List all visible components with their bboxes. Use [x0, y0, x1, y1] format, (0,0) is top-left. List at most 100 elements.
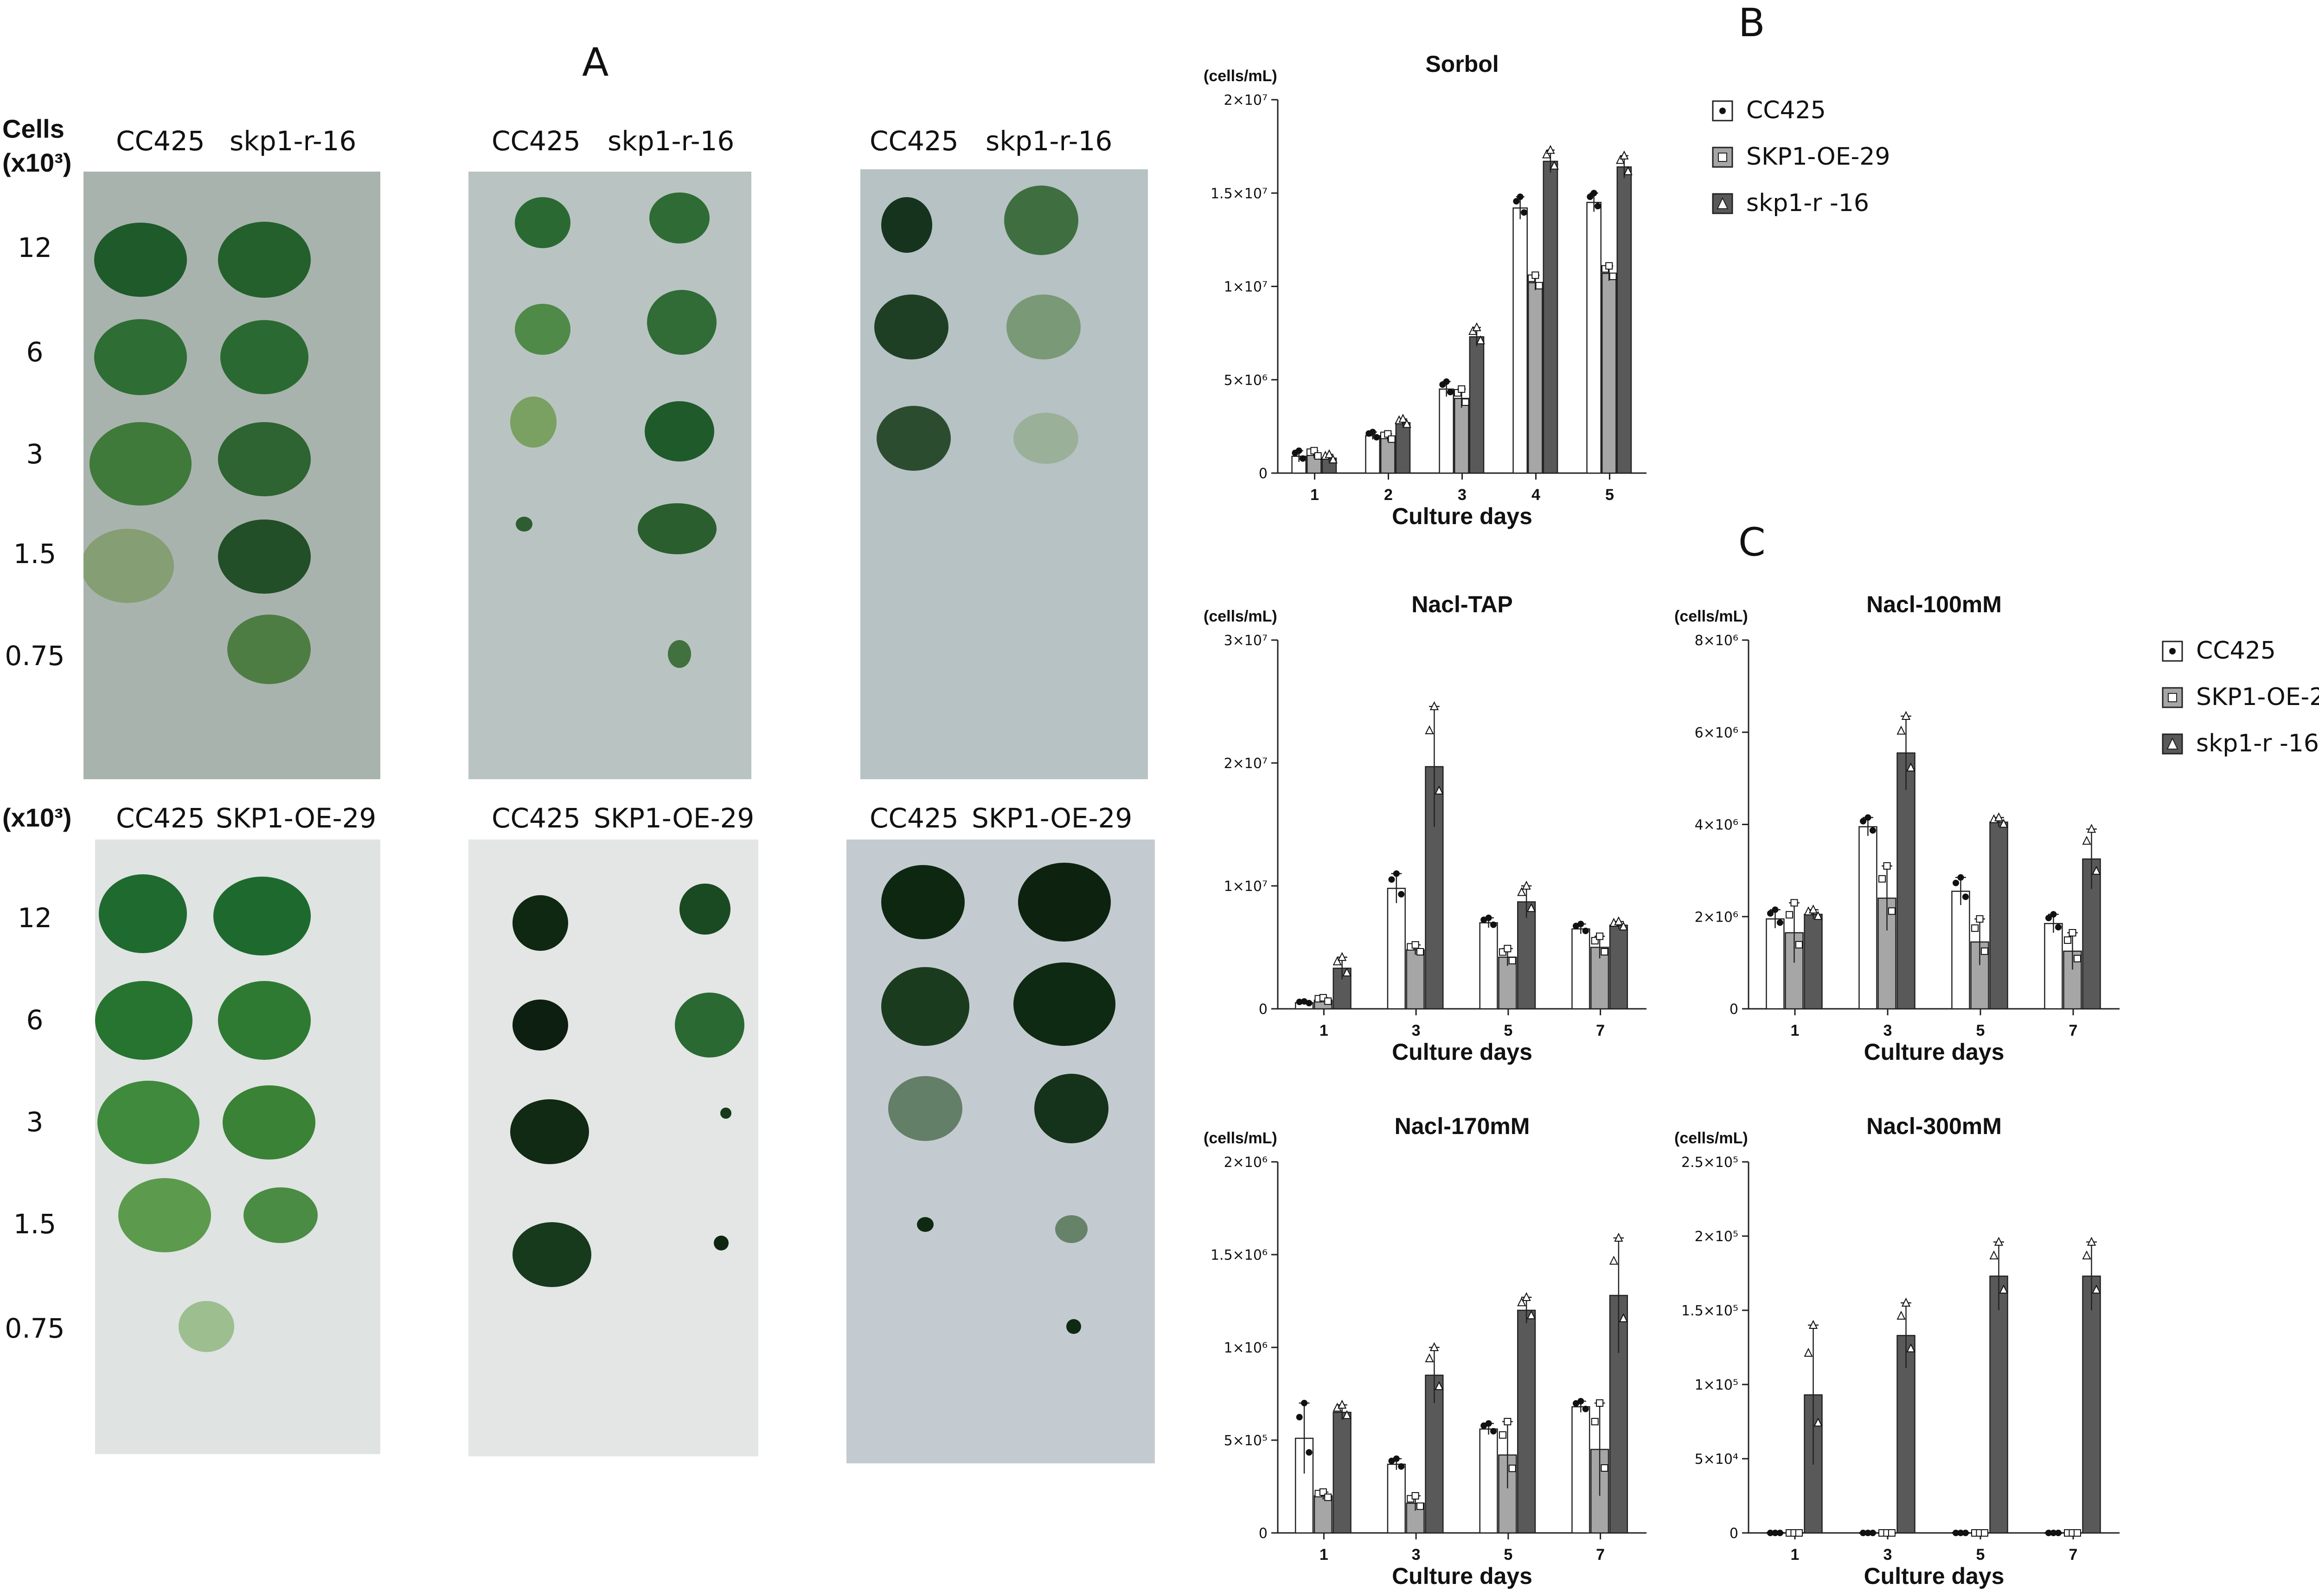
chart-3-point	[1901, 711, 1911, 720]
chart-1-point	[1620, 150, 1629, 160]
chart-3-ylabel: (cells/mL)	[1674, 608, 1748, 625]
chart-2-point	[1416, 948, 1424, 956]
chart-5-point	[1776, 1530, 1783, 1536]
chart-2-ytick-label: 1×10⁷	[1224, 878, 1268, 895]
chart-2-bar	[1609, 924, 1628, 1010]
chart-1-point	[1517, 193, 1524, 200]
chart-4-point	[1338, 1399, 1347, 1409]
chart-2-point	[1388, 876, 1395, 883]
chart-1-point	[1535, 282, 1543, 289]
chart-4-point	[1508, 1464, 1516, 1472]
chart-3-point	[2073, 955, 2081, 962]
legend-b-skp1-r: skp1-r -16	[1746, 189, 1869, 217]
chart-2-bar	[1571, 928, 1590, 1010]
chart-1-ylabel: (cells/mL)	[1204, 67, 1277, 85]
chart-3-point	[2055, 924, 2062, 931]
chart-1-xtick-label: 4	[1531, 486, 1540, 504]
chart-5-bar	[1989, 1276, 2008, 1534]
chart-4-point	[1526, 1310, 1536, 1320]
chart-2-point	[1393, 870, 1400, 877]
chart-3-point	[1957, 874, 1964, 881]
chart-4-point	[1609, 1256, 1619, 1265]
chart-5-point	[2082, 1250, 2091, 1260]
chart-5-point	[1813, 1417, 1823, 1427]
chart-1-bar	[1454, 397, 1469, 474]
chart-4-point	[1393, 1455, 1400, 1462]
plate-2-top-photo	[468, 172, 751, 779]
chart-3-bar	[2044, 923, 2063, 1010]
chart-3-point	[1859, 818, 1866, 825]
chart-5-ytick-label: 1.5×10⁵	[1681, 1303, 1738, 1319]
row-label-bottom-12: 12	[18, 902, 52, 934]
chart-1-bar	[1527, 282, 1543, 474]
chart-5-point	[1772, 1530, 1779, 1536]
chart-3-xtick-label: 1	[1791, 1022, 1800, 1039]
chart-3-point	[1888, 907, 1896, 915]
plate1-top-right-label: skp1-r-16	[230, 125, 357, 157]
chart-2-point	[1517, 887, 1526, 896]
chart-1-xtick-label: 2	[1384, 486, 1393, 504]
chart-5-point	[1767, 1530, 1774, 1536]
row-label-bottom-3: 3	[26, 1106, 44, 1138]
chart-5-point	[1989, 1250, 1999, 1260]
chart-5-xtick-label: 1	[1791, 1546, 1800, 1564]
plate-1-bottom-photo	[95, 840, 380, 1454]
chart-4-point	[1614, 1232, 1623, 1242]
chart-4-point	[1296, 1414, 1303, 1421]
unit-label-bottom: (x10³)	[2, 803, 72, 832]
chart-1-point	[1476, 335, 1485, 345]
chart-5-xtick-label: 5	[1976, 1546, 1985, 1564]
chart-4-xtick-label: 5	[1504, 1546, 1512, 1564]
chart-3-point	[1971, 924, 1979, 932]
chart-4-point	[1388, 1457, 1395, 1464]
row-label-top-3: 3	[26, 438, 44, 470]
chart-1-xtick-label: 5	[1605, 486, 1614, 504]
chart-4-xlabel: Culture days	[1392, 1563, 1532, 1589]
chart-5-bar	[2082, 1276, 2101, 1534]
chart-2-bar	[1406, 949, 1425, 1010]
chart-1-point	[1461, 398, 1469, 406]
chart-2-xtick-label: 5	[1504, 1022, 1512, 1039]
chart-5-point	[1962, 1530, 1969, 1536]
chart-5-point	[1864, 1530, 1871, 1536]
chart-2-point	[1435, 785, 1444, 795]
chart-2-point	[1614, 916, 1623, 925]
chart-1-xtick-label: 3	[1458, 486, 1467, 504]
chart-2-point	[1577, 921, 1584, 928]
chart-5-point	[1896, 1310, 1906, 1320]
chart-3-xtick-label: 5	[1976, 1022, 1985, 1039]
chart-4-xtick-label: 7	[1596, 1546, 1605, 1564]
chart-3-ytick-label: 2×10⁶	[1695, 909, 1738, 925]
chart-4-point	[1411, 1492, 1419, 1500]
chart-1-point	[1605, 262, 1613, 270]
chart-2-point	[1601, 948, 1608, 956]
chart-5-point	[1906, 1343, 1915, 1352]
chart-3-point	[1767, 910, 1774, 917]
chart-5-ytick-label: 2.5×10⁵	[1681, 1154, 1738, 1171]
chart-2-xtick-label: 3	[1412, 1022, 1421, 1039]
row-label-bottom-6: 6	[26, 1004, 44, 1036]
chart-1-xlabel: Culture days	[1392, 503, 1532, 529]
chart-3-bar	[1766, 918, 1785, 1010]
chart-1-point	[1369, 429, 1376, 436]
chart-2-point	[1522, 880, 1531, 890]
chart-4-bar	[1479, 1428, 1498, 1534]
chart-4-point	[1591, 1418, 1599, 1425]
chart-3-point	[1808, 904, 1818, 914]
chart-5-point	[1795, 1529, 1803, 1537]
chart-3-point	[2064, 936, 2072, 944]
chart-4-bar	[1387, 1463, 1406, 1534]
legend-b-skp1-oe: SKP1-OE-29	[1746, 143, 1890, 171]
plate1-bottom-right-label: SKP1-OE-29	[216, 802, 377, 834]
chart-1-bar	[1380, 437, 1396, 474]
cells-header: Cells	[2, 114, 64, 143]
chart-3-bar	[1858, 826, 1877, 1010]
plate2-bottom-right-label: SKP1-OE-29	[594, 802, 755, 834]
chart-5-point	[1957, 1530, 1964, 1536]
chart-3-point	[1896, 725, 1906, 735]
chart-5-point	[1888, 1529, 1896, 1537]
chart-1-point	[1443, 378, 1450, 385]
chart-2-point	[1296, 999, 1303, 1006]
chart-4-xtick-label: 3	[1412, 1546, 1421, 1564]
chart-1-ytick-label: 1×10⁷	[1224, 279, 1268, 295]
